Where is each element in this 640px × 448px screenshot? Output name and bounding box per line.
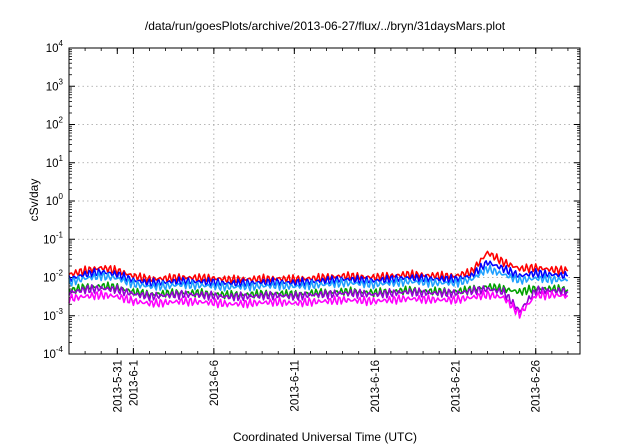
grid	[69, 48, 580, 354]
series-line-3	[68, 264, 569, 292]
y-tick-label: 102	[46, 116, 64, 132]
x-tick-label: 2013-6-26	[531, 360, 543, 412]
y-tick-label: 10-3	[43, 307, 63, 323]
plot-frame	[68, 47, 581, 355]
y-tick-label: 103	[46, 77, 64, 93]
y-axis-label: cSv/day	[27, 179, 41, 222]
x-tick-label: 2013-6-6	[209, 360, 221, 406]
series-line-1	[68, 250, 569, 285]
series-line-6	[68, 289, 569, 319]
x-tick-label: 2013-5-31	[112, 360, 124, 412]
chart-title: /data/run/goesPlots/archive/2013-06-27/f…	[145, 19, 506, 33]
series-line-5	[68, 284, 569, 313]
x-axis: 2013-5-31 2013-6-1 2013-6-6 2013-6-11 2013-6…	[68, 48, 569, 412]
y-tick-label: 10-2	[43, 269, 63, 285]
x-tick-label: 2013-6-21	[450, 360, 462, 412]
x-tick-label: 2013-6-16	[370, 360, 382, 412]
x-tick-label: 2013-6-11	[289, 360, 301, 412]
x-axis-label: Coordinated Universal Time (UTC)	[233, 430, 417, 444]
x-tick-label: 2013-6-1	[128, 360, 140, 406]
y-axis: 10-4 10-3 10-2 10-1 100 101 102 103 104	[43, 39, 580, 361]
y-tick-label: 10-4	[43, 345, 63, 361]
y-tick-label: 104	[46, 39, 64, 55]
y-tick-label: 10-1	[43, 230, 63, 246]
y-tick-label: 101	[46, 154, 64, 170]
y-tick-label: 100	[46, 192, 64, 208]
plot-series	[68, 250, 569, 319]
